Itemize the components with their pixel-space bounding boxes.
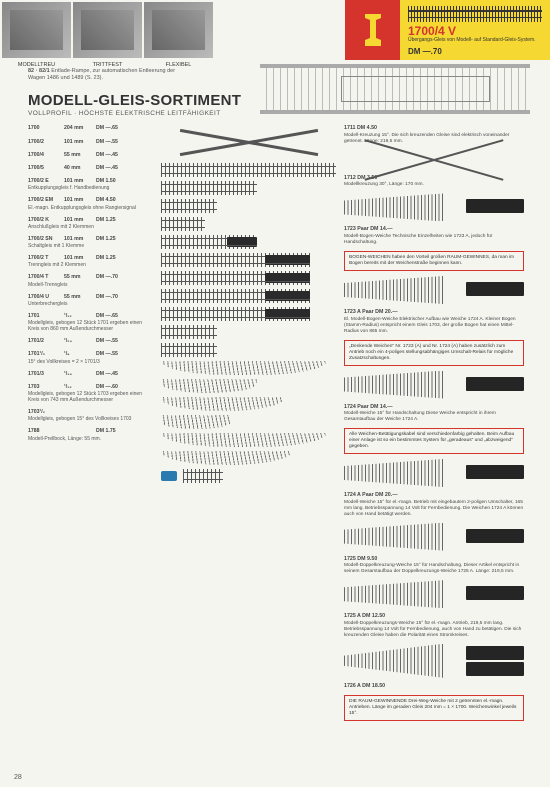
yellow-track-illustration: [408, 6, 542, 22]
catalog-item: 1700/455 mmDM —.45: [28, 152, 153, 159]
rampe-body: Entlade-Rampe, zur automatischen Entleer…: [28, 68, 175, 81]
track-illustration: [161, 271, 310, 285]
rail-profile-icon: [361, 14, 385, 46]
track-illustration: [161, 217, 205, 231]
photo-flexibel: FLEXIBEL: [144, 2, 213, 58]
switch-illustration: [344, 371, 524, 399]
highlight-box: BOGEN-WEICHEN haben den Vorteil großen R…: [344, 251, 524, 271]
content-columns: 1700204 mmDM —.65 1700/2101 mmDM —.55 17…: [0, 125, 550, 721]
yellow-title: 1700/4 V: [408, 24, 542, 38]
catalog-item: 1703¹/₁₂DM —.60Modellgleis, gebogen 12 S…: [28, 384, 153, 403]
yellow-price: DM —.70: [408, 47, 542, 56]
track-illustration: [161, 199, 217, 213]
catalog-item: 1726 A DM 18.50: [344, 683, 524, 691]
switch-illustration: [344, 580, 524, 608]
rampe-lead: 82 · 82/1: [28, 68, 50, 74]
catalog-item: 1725 A DM 12.50Modell-Doppelkreuzungs-We…: [344, 613, 524, 639]
catalog-item: 1703¹/₂Modellgleis, gebogen 15° des Voll…: [28, 409, 153, 422]
curved-track-illustration: [160, 451, 293, 465]
photo-trittfest: TRITTFEST: [73, 2, 142, 58]
track-illustration: [161, 343, 217, 357]
catalog-item: 1700/540 mmDM —.45: [28, 165, 153, 172]
track-illustration: [161, 235, 257, 249]
curved-track-illustration: [160, 397, 284, 411]
track-illustration: [161, 253, 310, 267]
catalog-item: 1701/3¹/₃₆DM —.45: [28, 371, 153, 378]
rampe-section: 82 · 82/1 Entlade-Rampe, zur automatisch…: [0, 60, 550, 88]
curved-track-illustration: [160, 433, 328, 447]
header-yellow-panel: 1700/4 V Übergangs-Gleis von Modell- auf…: [400, 0, 550, 60]
track-illustration: [161, 289, 310, 303]
catalog-item: 1701¹/₁₂DM —.65Modellgleis, gebogen 12 S…: [28, 313, 153, 332]
catalog-item: 1723 A Paar DM 20.—El. Modell-Bogen-Weic…: [344, 309, 524, 335]
rampe-text: 82 · 82/1 Entlade-Rampe, zur automatisch…: [28, 68, 178, 82]
catalog-item: 1701¹/₂¹/₈DM —.5515° des Vollkreises = 2…: [28, 351, 153, 364]
catalog-item: 1700/4 U55 mmDM —.70Unterbrechergleis: [28, 294, 153, 307]
curved-track-illustration: [161, 379, 258, 393]
curved-track-illustration: [160, 361, 328, 375]
catalog-item: 1701/2¹/₂₄DM —.55: [28, 338, 153, 345]
catalog-item: 1700/2 T101 mmDM 1.25Trenngleis mit 2 Kl…: [28, 255, 153, 268]
prellbock-row: [161, 469, 336, 483]
track-illustration: [161, 325, 217, 339]
header-photos: MODELLTREU TRITTFEST FLEXIBEL: [0, 0, 215, 60]
catalog-item: 1700/2 E101 mmDM 1.50Entkupplungsgleis f…: [28, 178, 153, 191]
crossing-illustration: [161, 125, 336, 159]
switch-illustration: [344, 523, 524, 551]
catalog-item: 1700/2 SN101 mmDM 1.25Schaltgleis mit 1 …: [28, 236, 153, 249]
track-illustration: [161, 163, 336, 177]
curved-track-illustration: [161, 415, 232, 429]
yellow-subtitle: Übergangs-Gleis von Modell- auf Standard…: [408, 38, 542, 44]
highlight-box: DIE RAUM-GEWINNENDE Drei-Weg-Weiche mit …: [344, 695, 524, 721]
middle-column: [161, 125, 336, 721]
switch-illustration: [344, 644, 524, 678]
catalog-item: 1724 A Paar DM 20.—Modell-Weiche 15° für…: [344, 492, 524, 518]
catalog-item: 1700/4 T55 mmDM —.70Modell-Trenngleis: [28, 274, 153, 287]
photo-modelltreu: MODELLTREU: [2, 2, 71, 58]
track-illustration: [161, 181, 257, 195]
catalog-item: 1723 Paar DM 14.—Modell-Bogen-Weiche Tec…: [344, 226, 524, 246]
catalog-item: 1700/2 EM101 mmDM 4.50El.-magn. Entkuppl…: [28, 197, 153, 210]
highlight-box: Alle Weichen-Betätigungskabel sind versc…: [344, 428, 524, 454]
catalog-item: 1700/2101 mmDM —.55: [28, 139, 153, 146]
catalog-item: 1700/2 K101 mmDM 1.25Anschlußgleis mit 2…: [28, 217, 153, 230]
switch-illustration: [344, 276, 524, 304]
track-illustration: [161, 307, 310, 321]
catalog-item: 1725 DM 9.50Modell-Doppelkreuzung-Weiche…: [344, 556, 524, 576]
catalog-item: 1724 Paar DM 14.—Modell-Weiche 15° für H…: [344, 404, 524, 424]
highlight-box: „Denkende Weichen" Nr. 1723 (A) und Nr. …: [344, 340, 524, 366]
header-spacer: [215, 0, 345, 60]
page-number: 28: [14, 774, 22, 781]
track-illustration: [183, 469, 223, 483]
catalog-item: 1700204 mmDM —.65: [28, 125, 153, 132]
right-column: 1711 DM 4.50Modell-Kreuzung 15°. Die sic…: [344, 125, 524, 721]
left-column: 1700204 mmDM —.65 1700/2101 mmDM —.55 17…: [28, 125, 153, 721]
rampe-diagram: [260, 64, 530, 114]
crossing-illustration: [344, 150, 524, 170]
switch-illustration: [344, 193, 524, 221]
catalog-item: 1788DM 1.75Modell-Prellbock, Länge: 55 m…: [28, 428, 153, 441]
switch-illustration: [344, 459, 524, 487]
rail-profile-box: [345, 0, 400, 60]
brand-badge-icon: [161, 471, 177, 481]
page-header: MODELLTREU TRITTFEST FLEXIBEL 1700/4 V Ü…: [0, 0, 550, 60]
